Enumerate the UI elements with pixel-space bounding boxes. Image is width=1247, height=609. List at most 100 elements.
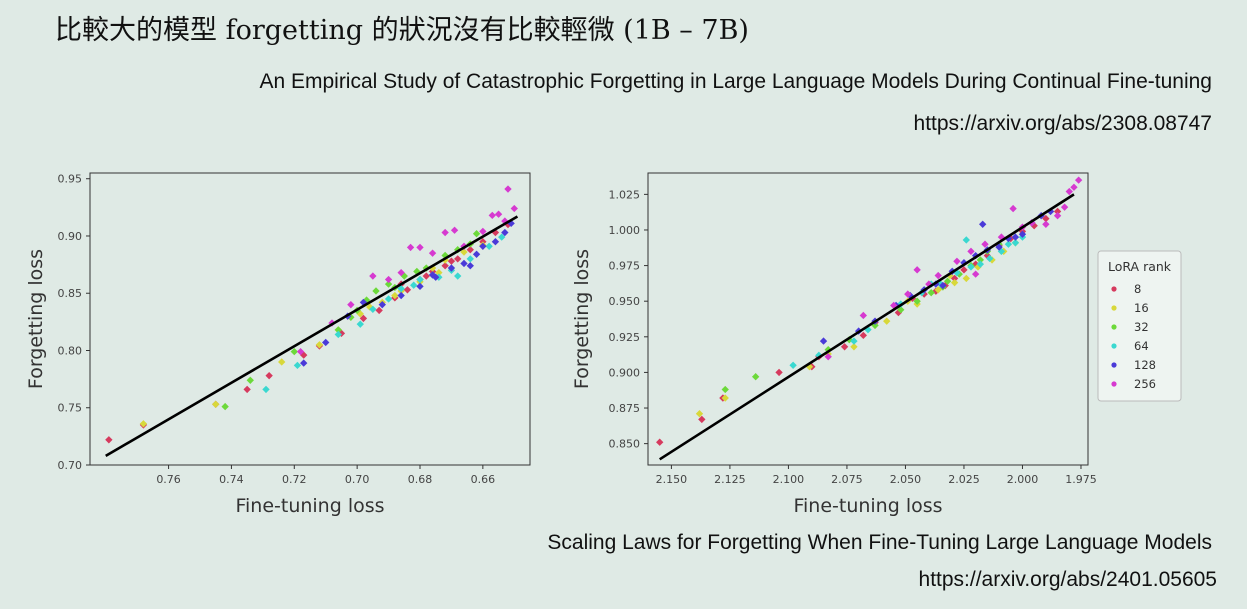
legend-marker-8 xyxy=(1111,286,1117,292)
point-rank-256 xyxy=(1060,203,1069,211)
y-tick-label: 0.975 xyxy=(609,260,641,273)
point-rank-16 xyxy=(460,248,468,256)
x-tick-label: 0.68 xyxy=(408,473,433,486)
point-rank-64 xyxy=(789,361,797,369)
point-rank-32 xyxy=(290,347,298,356)
point-rank-32 xyxy=(976,256,985,264)
point-rank-128 xyxy=(460,259,468,268)
point-rank-64 xyxy=(384,295,393,303)
point-rank-8 xyxy=(775,368,783,377)
point-rank-16 xyxy=(962,274,970,283)
point-rank-8 xyxy=(265,372,273,380)
legend-title: LoRA rank xyxy=(1108,259,1172,274)
point-rank-16 xyxy=(883,317,891,325)
point-rank-8 xyxy=(466,246,474,254)
point-rank-256 xyxy=(824,353,832,361)
point-rank-256 xyxy=(981,240,989,248)
reference-2-title: Scaling Laws for Forgetting When Fine-Tu… xyxy=(547,531,1212,554)
point-rank-64 xyxy=(369,305,377,313)
point-rank-256 xyxy=(510,204,518,213)
x-tick-label: 0.72 xyxy=(282,473,307,486)
plot-frame xyxy=(89,172,531,466)
x-tick-label: 0.74 xyxy=(219,473,244,486)
point-rank-256 xyxy=(971,270,980,278)
point-rank-64 xyxy=(485,242,493,250)
legend-label-8: 8 xyxy=(1134,282,1141,296)
y-tick-label: 0.70 xyxy=(58,459,83,472)
y-tick-label: 1.025 xyxy=(609,188,641,201)
x-tick-label: 2.100 xyxy=(773,473,805,486)
x-tick-label: 2.050 xyxy=(890,473,922,486)
point-rank-128 xyxy=(397,291,405,300)
point-rank-256 xyxy=(504,185,512,193)
point-rank-256 xyxy=(1070,183,1078,191)
point-rank-256 xyxy=(428,249,437,257)
legend-label-32: 32 xyxy=(1134,320,1149,334)
point-rank-256 xyxy=(347,301,355,309)
point-rank-32 xyxy=(221,402,229,411)
fit-line xyxy=(105,215,519,457)
x-axis-label: Fine-tuning loss xyxy=(793,495,942,517)
point-rank-8 xyxy=(403,286,412,294)
point-rank-64 xyxy=(262,385,270,394)
point-rank-64 xyxy=(410,281,418,289)
legend-marker-256 xyxy=(1111,381,1117,387)
point-rank-8 xyxy=(441,262,449,270)
y-axis-label: Forgetting loss xyxy=(571,249,593,389)
point-rank-256 xyxy=(488,211,496,220)
x-tick-label: 0.76 xyxy=(156,473,181,486)
point-rank-128 xyxy=(428,271,437,279)
reference-1-url[interactable]: https://arxiv.org/abs/2308.08747 xyxy=(913,112,1212,135)
point-rank-8 xyxy=(105,436,113,444)
legend-marker-64 xyxy=(1111,343,1117,349)
x-tick-label: 0.70 xyxy=(345,473,370,486)
right-scatter-chart: 2.150 2.125 2.100 2.075 2.050 2.025 2.000 1.975… xyxy=(571,172,1182,517)
legend-marker-128 xyxy=(1111,362,1117,368)
point-rank-64 xyxy=(1011,239,1020,247)
point-rank-128 xyxy=(466,262,474,270)
x-tick-label: 0.66 xyxy=(471,473,496,486)
point-rank-128 xyxy=(491,238,500,246)
point-rank-256 xyxy=(859,311,867,320)
point-rank-8 xyxy=(447,257,456,265)
point-rank-128 xyxy=(819,337,828,345)
y-tick-label: 0.85 xyxy=(58,287,83,300)
point-rank-16 xyxy=(278,358,286,366)
y-tick-label: 0.75 xyxy=(58,402,83,415)
reference-1-title: An Empirical Study of Catastrophic Forge… xyxy=(259,70,1212,93)
point-rank-256 xyxy=(1065,187,1073,196)
point-rank-32 xyxy=(927,288,935,297)
legend-label-16: 16 xyxy=(1134,301,1149,315)
point-rank-256 xyxy=(1009,204,1017,213)
y-tick-label: 0.95 xyxy=(58,173,83,186)
legend-box xyxy=(1097,250,1182,402)
slide-title: 比較大的模型 forgetting 的狀況沒有比較輕微 (1B – 7B) xyxy=(55,15,749,46)
y-tick-label: 0.850 xyxy=(609,438,641,451)
point-rank-128 xyxy=(322,338,330,347)
point-rank-256 xyxy=(441,228,449,237)
point-rank-32 xyxy=(897,306,905,314)
point-rank-64 xyxy=(454,272,462,280)
point-rank-32 xyxy=(913,297,921,305)
legend-label-128: 128 xyxy=(1134,358,1156,372)
point-rank-128 xyxy=(1011,233,1020,241)
point-rank-128 xyxy=(378,301,386,309)
point-rank-8 xyxy=(840,343,849,351)
point-rank-32 xyxy=(384,280,393,288)
x-tick-label: 1.975 xyxy=(1065,473,1097,486)
point-rank-64 xyxy=(466,255,474,263)
point-rank-32 xyxy=(334,326,342,334)
point-rank-8 xyxy=(375,306,383,315)
point-rank-16 xyxy=(315,341,324,349)
point-rank-256 xyxy=(1042,220,1050,228)
y-tick-label: 0.90 xyxy=(58,230,83,243)
x-tick-label: 2.000 xyxy=(1007,473,1038,486)
point-rank-256 xyxy=(494,210,503,218)
x-tick-label: 2.025 xyxy=(948,473,980,486)
point-rank-32 xyxy=(472,230,481,238)
y-tick-label: 0.80 xyxy=(58,344,83,357)
point-rank-128 xyxy=(479,242,487,250)
point-rank-128 xyxy=(472,250,481,258)
point-rank-256 xyxy=(416,243,424,252)
reference-2-url[interactable]: https://arxiv.org/abs/2401.05605 xyxy=(918,568,1217,591)
